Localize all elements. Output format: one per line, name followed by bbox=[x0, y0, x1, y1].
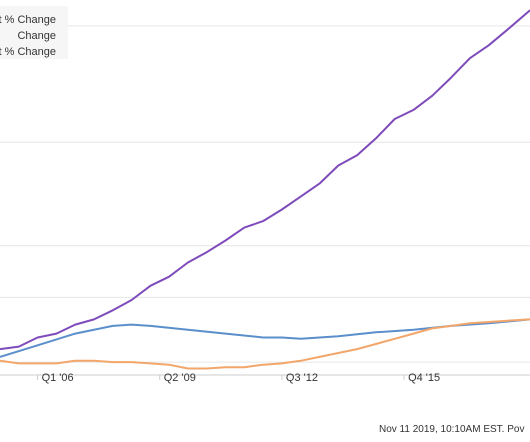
x-tick-label-3: Q4 '15 bbox=[408, 372, 440, 384]
legend-item-series-3[interactable]: ebt % Change bbox=[0, 46, 56, 58]
x-axis-ticks: Q1 '06 Q2 '09 Q3 '12 Q4 '15 bbox=[37, 372, 440, 384]
x-tick-label-0: Q1 '06 bbox=[42, 372, 74, 384]
timestamp-footer: Nov 11 2019, 10:10AM EST. Pov bbox=[379, 424, 525, 435]
legend-item-series-1[interactable]: t % Change bbox=[0, 14, 56, 26]
x-tick-label-2: Q3 '12 bbox=[286, 372, 318, 384]
series-line-2[interactable] bbox=[0, 318, 530, 358]
series-line-1[interactable] bbox=[0, 9, 530, 351]
x-tick-label-1: Q2 '09 bbox=[164, 372, 196, 384]
series-line-3[interactable] bbox=[0, 318, 530, 370]
series-lines bbox=[0, 9, 530, 370]
legend-item-series-2[interactable]: Change bbox=[17, 30, 56, 42]
gridlines bbox=[0, 25, 530, 376]
legend: t % Change Change ebt % Change bbox=[0, 6, 68, 59]
